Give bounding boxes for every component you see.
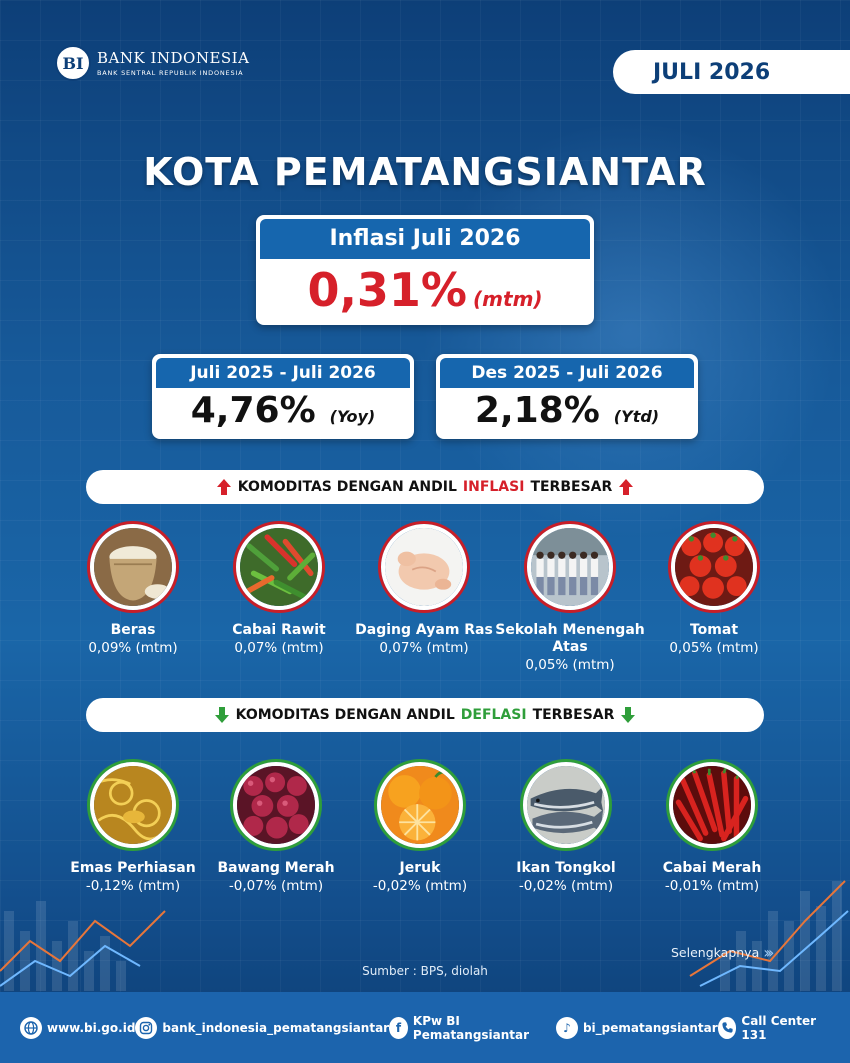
facebook-icon: f bbox=[389, 1016, 408, 1039]
commodity-deflation-2: Bawang Merah -0,07% (mtm) bbox=[201, 762, 351, 894]
commodity-name: Cabai Rawit bbox=[232, 622, 326, 638]
commodity-name: Bawang Merah bbox=[217, 860, 335, 876]
facebook-text: KPw BI Pematangsiantar bbox=[412, 1013, 530, 1042]
tomato-icon bbox=[671, 524, 757, 610]
call-center-text: Call Center 131 bbox=[741, 1013, 816, 1042]
commodity-inflation-3: Daging Ayam Ras 0,07% (mtm) bbox=[349, 524, 499, 656]
deflation-banner-suffix: TERBESAR bbox=[532, 707, 615, 723]
commodity-inflation-1: Beras 0,09% (mtm) bbox=[58, 524, 208, 656]
ytd-value: 2,18% bbox=[474, 390, 600, 431]
commodity-value: 0,05% (mtm) bbox=[525, 657, 615, 673]
phone-icon bbox=[717, 1016, 737, 1039]
ytd-inflation-card: Des 2025 - Juli 2026 2,18% (Ytd) bbox=[436, 354, 698, 439]
high-school-students-icon bbox=[527, 524, 613, 610]
footer-tiktok[interactable]: ♪ bi_pematangsiantar bbox=[555, 1016, 718, 1039]
commodity-value: 0,09% (mtm) bbox=[88, 640, 178, 656]
commodity-name: Beras bbox=[110, 622, 156, 638]
inflation-banner-highlight: INFLASI bbox=[462, 479, 525, 495]
ytd-unit: (Ytd) bbox=[613, 407, 660, 426]
commodity-deflation-4: Ikan Tongkol -0,02% (mtm) bbox=[491, 762, 641, 894]
tuna-fish-icon bbox=[523, 762, 609, 848]
commodity-deflation-1: Emas Perhiasan -0,12% (mtm) bbox=[58, 762, 208, 894]
footer-instagram[interactable]: bank_indonesia_pematangsiantar bbox=[135, 1016, 390, 1039]
shallot-icon bbox=[233, 762, 319, 848]
tiktok-text: bi_pematangsiantar bbox=[582, 1020, 718, 1035]
monthly-inflation-card: Inflasi Juli 2026 0,31% (mtm) bbox=[256, 215, 594, 325]
commodity-name: Tomat bbox=[689, 622, 739, 638]
source-note: Sumber : BPS, diolah bbox=[362, 964, 488, 978]
arrow-up-icon bbox=[216, 479, 231, 495]
chevron-right-icon: ››› bbox=[763, 943, 774, 962]
commodity-name: Jeruk bbox=[399, 860, 441, 876]
commodity-name: Sekolah Menengah Atas bbox=[495, 622, 645, 655]
commodity-value: 0,07% (mtm) bbox=[379, 640, 469, 656]
commodity-name: Daging Ayam Ras bbox=[355, 622, 493, 638]
inflation-commodities-banner: KOMODITAS DENGAN ANDIL INFLASI TERBESAR bbox=[86, 470, 764, 504]
commodity-name: Emas Perhiasan bbox=[70, 860, 196, 876]
gold-jewelry-icon bbox=[90, 762, 176, 848]
yoy-value: 4,76% bbox=[190, 390, 316, 431]
globe-icon bbox=[20, 1016, 42, 1039]
commodity-value: -0,01% (mtm) bbox=[664, 878, 760, 894]
period-badge: JULI 2026 bbox=[613, 50, 850, 94]
decorative-bars-right bbox=[689, 880, 849, 991]
bird-chili-icon bbox=[236, 524, 322, 610]
more-label: Selengkapnya bbox=[671, 945, 760, 960]
commodity-value: -0,12% (mtm) bbox=[85, 878, 181, 894]
website-text: www.bi.go.id bbox=[47, 1020, 136, 1035]
commodity-inflation-4: Sekolah Menengah Atas 0,05% (mtm) bbox=[495, 524, 645, 673]
footer-website[interactable]: www.bi.go.id bbox=[20, 1016, 136, 1039]
chicken-meat-icon bbox=[381, 524, 467, 610]
inflation-banner-suffix: TERBESAR bbox=[530, 479, 613, 495]
yoy-unit: (Yoy) bbox=[329, 407, 376, 426]
logo-subtitle: BANK SENTRAL REPUBLIK INDONESIA bbox=[97, 69, 244, 77]
commodity-inflation-5: Tomat 0,05% (mtm) bbox=[639, 524, 789, 656]
decorative-bars-left bbox=[0, 901, 166, 991]
more-link[interactable]: Selengkapnya ››› bbox=[671, 943, 775, 962]
bi-logo-mark: BI bbox=[55, 45, 91, 81]
ytd-label: Des 2025 - Juli 2026 bbox=[440, 358, 694, 388]
commodity-name: Cabai Merah bbox=[662, 860, 762, 876]
commodity-value: -0,02% (mtm) bbox=[518, 878, 614, 894]
monthly-inflation-label: Inflasi Juli 2026 bbox=[260, 219, 590, 259]
bank-indonesia-logo: BI BANK INDONESIA BANK SENTRAL REPUBLIK … bbox=[55, 45, 249, 81]
arrow-down-icon bbox=[214, 707, 229, 723]
yoy-inflation-card: Juli 2025 - Juli 2026 4,76% (Yoy) bbox=[152, 354, 414, 439]
footer-call-center[interactable]: Call Center 131 bbox=[717, 1013, 830, 1042]
orange-icon bbox=[377, 762, 463, 848]
instagram-icon bbox=[135, 1016, 158, 1039]
footer-contacts: www.bi.go.id bank_indonesia_pematangsian… bbox=[0, 992, 850, 1063]
commodity-value: 0,07% (mtm) bbox=[234, 640, 324, 656]
commodity-value: -0,07% (mtm) bbox=[228, 878, 324, 894]
instagram-text: bank_indonesia_pematangsiantar bbox=[162, 1020, 390, 1035]
logo-name: BANK INDONESIA bbox=[97, 49, 250, 67]
city-title: KOTA PEMATANGSIANTAR bbox=[143, 150, 707, 194]
yoy-label: Juli 2025 - Juli 2026 bbox=[156, 358, 410, 388]
deflation-banner-prefix: KOMODITAS DENGAN ANDIL bbox=[235, 707, 455, 723]
tiktok-icon: ♪ bbox=[555, 1016, 578, 1039]
deflation-banner-highlight: DEFLASI bbox=[460, 707, 527, 723]
commodity-value: -0,02% (mtm) bbox=[372, 878, 468, 894]
commodity-name: Ikan Tongkol bbox=[516, 860, 616, 876]
red-chili-icon bbox=[669, 762, 755, 848]
commodity-value: 0,05% (mtm) bbox=[669, 640, 759, 656]
commodity-deflation-3: Jeruk -0,02% (mtm) bbox=[345, 762, 495, 894]
commodity-inflation-2: Cabai Rawit 0,07% (mtm) bbox=[204, 524, 354, 656]
arrow-up-icon bbox=[619, 479, 634, 495]
monthly-inflation-value: 0,31% bbox=[307, 263, 468, 317]
commodity-deflation-5: Cabai Merah -0,01% (mtm) bbox=[637, 762, 787, 894]
rice-sack-icon bbox=[90, 524, 176, 610]
inflation-banner-prefix: KOMODITAS DENGAN ANDIL bbox=[237, 479, 457, 495]
arrow-down-icon bbox=[621, 707, 636, 723]
monthly-inflation-unit: (mtm) bbox=[473, 287, 543, 311]
footer-facebook[interactable]: f KPw BI Pematangsiantar bbox=[389, 1014, 556, 1042]
deflation-commodities-banner: KOMODITAS DENGAN ANDIL DEFLASI TERBESAR bbox=[86, 698, 764, 732]
